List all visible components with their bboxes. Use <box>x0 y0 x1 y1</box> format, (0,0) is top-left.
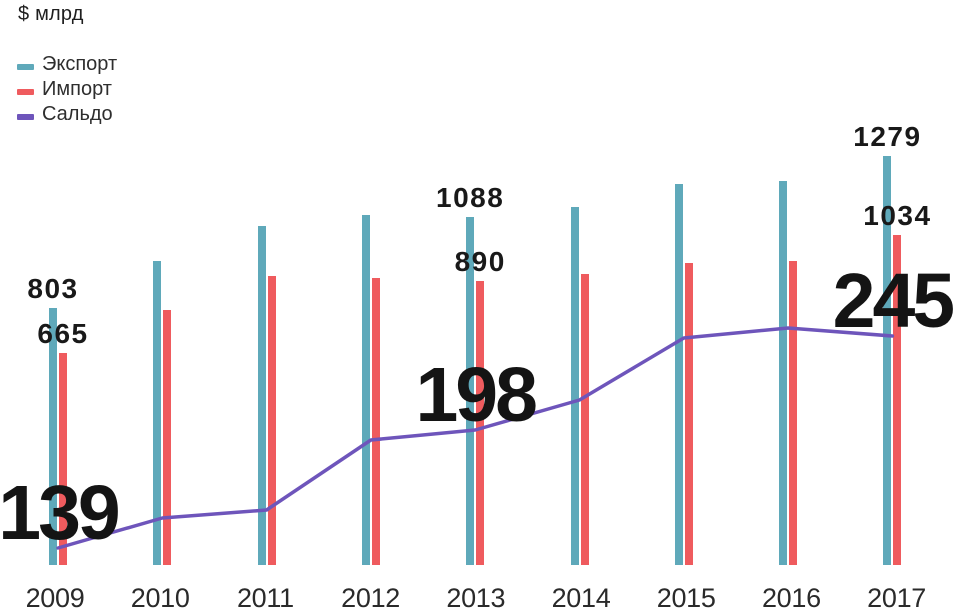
import-bar-2015 <box>684 263 693 565</box>
export-bar-2016 <box>779 180 788 565</box>
x-axis-label-2014: 2014 <box>551 583 611 613</box>
x-axis-label-2016: 2016 <box>761 583 821 613</box>
export-bar-2011 <box>257 225 266 565</box>
import-bar-2016 <box>789 260 798 565</box>
x-axis-label-2013: 2013 <box>446 583 506 613</box>
x-axis-label-2011: 2011 <box>236 583 294 613</box>
import-bar-2012 <box>371 278 380 565</box>
x-axis-label-2012: 2012 <box>341 583 401 613</box>
export-value-label-2009: 803 <box>27 273 79 305</box>
legend-swatch-icon <box>17 89 34 95</box>
import-value-label-2017: 1034 <box>863 199 932 231</box>
legend-label: Импорт <box>42 78 112 100</box>
saldo-value-label-2009: 139 <box>0 470 121 556</box>
legend-label: Сальдо <box>42 103 113 125</box>
x-axis-label-2017: 2017 <box>867 583 927 613</box>
import-value-label-2009: 665 <box>37 317 89 349</box>
export-bar-2014 <box>570 206 579 565</box>
legend-swatch-icon <box>17 114 34 120</box>
x-axis-label-2010: 2010 <box>130 583 190 613</box>
legend-swatch-icon <box>17 64 34 70</box>
import-bar-2017 <box>893 234 902 565</box>
export-value-label-2013: 1088 <box>436 182 505 214</box>
export-bar-2012 <box>361 215 370 565</box>
x-axis-label-2009: 2009 <box>25 583 85 613</box>
import-bar-2014 <box>580 273 589 565</box>
x-axis-label-2015: 2015 <box>656 583 716 613</box>
saldo-value-label-2013: 198 <box>415 352 537 438</box>
import-value-label-2013: 890 <box>454 245 506 277</box>
import-bar-2011 <box>267 276 276 565</box>
export-bar-2015 <box>674 183 683 565</box>
export-value-label-2017: 1279 <box>853 121 922 153</box>
legend-label: Экспорт <box>42 53 118 75</box>
export-bar-2010 <box>153 261 162 565</box>
import-bar-2010 <box>163 310 172 565</box>
chart-title: $ млрд <box>18 3 84 25</box>
export-bar-2009 <box>49 308 57 565</box>
saldo-value-label-2017: 245 <box>832 258 955 344</box>
